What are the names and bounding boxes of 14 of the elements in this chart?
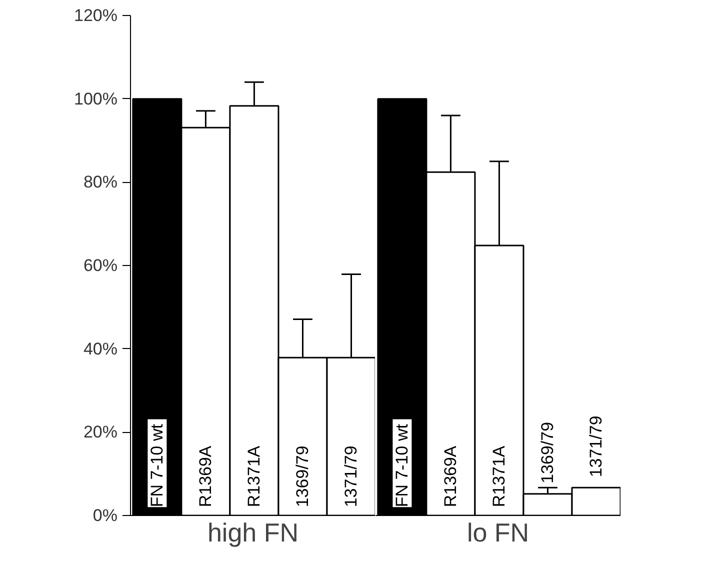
y-tick-label: 120%	[74, 6, 118, 25]
x-tick-label: FN 7-10 wt	[148, 424, 167, 508]
y-tick-label: 40%	[83, 339, 118, 358]
y-tick-label: 20%	[83, 422, 118, 442]
x-axis-title: high FN	[207, 518, 299, 548]
x-tick-label: R1369A	[196, 445, 216, 508]
y-tick-label: 60%	[83, 256, 118, 275]
x-tick-label: 1369/79	[293, 446, 312, 508]
y-tick-label: 100%	[74, 89, 118, 108]
x-tick-label: 1371/79	[342, 446, 361, 508]
y-tick-label: 0%	[92, 506, 118, 525]
x-axis-title: lo FN	[466, 518, 530, 548]
y-tick-label: 80%	[83, 172, 118, 192]
x-tick-label: R1371A	[244, 445, 264, 508]
